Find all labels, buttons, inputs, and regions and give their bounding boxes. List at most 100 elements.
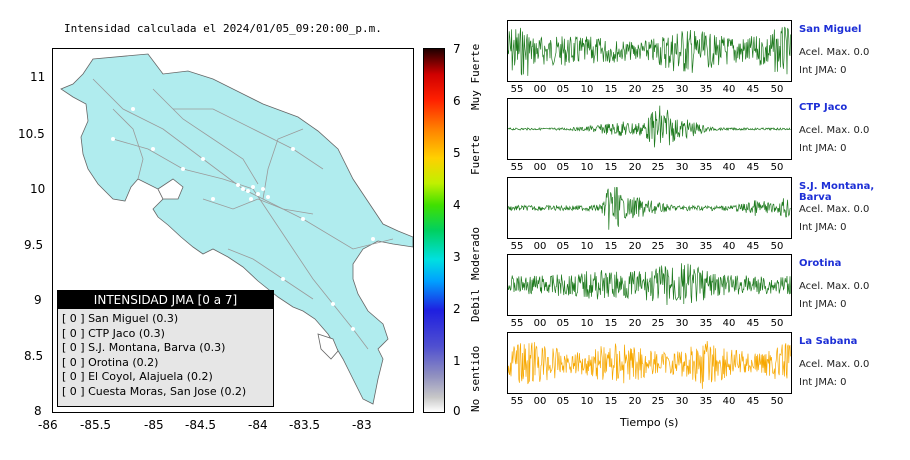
- waveform-panel[interactable]: [507, 332, 792, 394]
- station-max-accel: Acel. Max. 0.0: [799, 204, 870, 215]
- colorbar-label: Moderado: [469, 227, 482, 280]
- waveform-panel[interactable]: [507, 20, 792, 82]
- time-axis: 55 00 05 10 15 20 25 30 35 40 45 50: [507, 162, 790, 174]
- time-tick: 50: [770, 396, 784, 407]
- waveform-panel[interactable]: [507, 98, 792, 160]
- time-axis: 55 00 05 10 15 20 25 30 35 40 45 50: [507, 318, 790, 330]
- waveform-panel[interactable]: [507, 254, 792, 316]
- legend-item: [ 0 ] El Coyol, Alajuela (0.2): [62, 370, 213, 383]
- time-tick: 40: [722, 84, 736, 95]
- time-tick: 30: [675, 318, 689, 329]
- waveform-panel[interactable]: [507, 177, 792, 239]
- country-shape: [60, 53, 413, 405]
- lon-tick: -85: [144, 418, 164, 432]
- colorbar-label: Muy Fuerte: [469, 43, 482, 110]
- time-tick: 15: [604, 162, 618, 173]
- time-tick: 10: [580, 318, 594, 329]
- station-max-accel: Acel. Max. 0.0: [799, 281, 870, 292]
- time-axis: 55 00 05 10 15 20 25 30 35 40 45 50: [507, 396, 790, 408]
- time-tick: 10: [580, 241, 594, 252]
- time-tick: 30: [675, 84, 689, 95]
- waveform-trace: [508, 340, 791, 389]
- time-tick: 50: [770, 84, 784, 95]
- time-tick: 20: [628, 162, 642, 173]
- time-tick: 25: [651, 241, 665, 252]
- time-tick: 45: [746, 318, 760, 329]
- x-axis-label: Tiempo (s): [620, 416, 679, 429]
- intensity-colorbar: [423, 48, 445, 413]
- intensity-legend: INTENSIDAD JMA [0 a 7] [ 0 ] San Miguel …: [57, 290, 274, 407]
- time-tick: 35: [699, 84, 713, 95]
- nicoya-gulf: [157, 178, 184, 200]
- lon-tick: -83.5: [289, 418, 321, 432]
- time-axis: 55 00 05 10 15 20 25 30 35 40 45 50: [507, 84, 790, 96]
- station-jma-intensity: Int JMA: 0: [799, 222, 847, 233]
- time-tick: 30: [675, 241, 689, 252]
- time-tick: 20: [628, 396, 642, 407]
- time-tick: 40: [722, 396, 736, 407]
- time-tick: 50: [770, 241, 784, 252]
- time-tick: 55: [510, 84, 524, 95]
- colorbar-tick: 7: [453, 42, 461, 56]
- time-tick: 45: [746, 84, 760, 95]
- time-tick: 05: [556, 162, 570, 173]
- time-tick: 20: [628, 84, 642, 95]
- colorbar-tick: 1: [453, 354, 461, 368]
- time-tick: 10: [580, 84, 594, 95]
- time-tick: 00: [533, 84, 547, 95]
- time-tick: 50: [770, 318, 784, 329]
- time-tick: 45: [746, 162, 760, 173]
- waveform-trace: [508, 26, 791, 76]
- station-name[interactable]: Orotina: [799, 258, 842, 269]
- station-max-accel: Acel. Max. 0.0: [799, 125, 870, 136]
- time-tick: 30: [675, 162, 689, 173]
- legend-title: INTENSIDAD JMA [0 a 7]: [58, 291, 273, 309]
- station-max-accel: Acel. Max. 0.0: [799, 359, 870, 370]
- legend-item: [ 0 ] Cuesta Moras, San Jose (0.2): [62, 384, 247, 398]
- time-tick: 45: [746, 241, 760, 252]
- time-tick: 20: [628, 318, 642, 329]
- time-tick: 05: [556, 318, 570, 329]
- lat-tick: 10.5: [18, 127, 45, 141]
- time-axis: 55 00 05 10 15 20 25 30 35 40 45 50: [507, 241, 790, 253]
- time-tick: 05: [556, 396, 570, 407]
- time-tick: 25: [651, 84, 665, 95]
- time-tick: 15: [604, 318, 618, 329]
- time-tick: 45: [746, 396, 760, 407]
- legend-item: [ 0 ] CTP Jaco (0.3): [62, 326, 165, 340]
- lat-tick: 10: [30, 182, 46, 196]
- time-tick: 00: [533, 318, 547, 329]
- city-markers: [111, 107, 375, 331]
- time-tick: 00: [533, 162, 547, 173]
- time-tick: 35: [699, 241, 713, 252]
- station-jma-intensity: Int JMA: 0: [799, 377, 847, 388]
- time-tick: 00: [533, 396, 547, 407]
- lat-tick: 9.5: [24, 238, 44, 252]
- waveform-trace: [508, 186, 791, 230]
- time-tick: 50: [770, 162, 784, 173]
- lat-tick: 8: [34, 404, 42, 418]
- time-tick: 40: [722, 162, 736, 173]
- colorbar-label: Fuerte: [469, 135, 482, 175]
- osa-peninsula: [317, 333, 339, 360]
- colorbar-label: No sentido: [469, 345, 482, 412]
- lat-tick: 9: [34, 293, 42, 307]
- time-tick: 05: [556, 84, 570, 95]
- station-name[interactable]: San Miguel: [799, 24, 862, 35]
- time-tick: 40: [722, 318, 736, 329]
- lon-tick: -85.5: [80, 418, 112, 432]
- station-name[interactable]: La Sabana: [799, 336, 858, 347]
- legend-item: [ 0 ] Orotina (0.2): [62, 355, 159, 369]
- lat-tick: 11: [30, 70, 46, 84]
- time-tick: 55: [510, 318, 524, 329]
- time-tick: 15: [604, 241, 618, 252]
- costa-rica-map: [60, 53, 413, 405]
- station-name[interactable]: CTP Jaco: [799, 102, 848, 113]
- time-tick: 55: [510, 162, 524, 173]
- legend-item: [ 0 ] San Miguel (0.3): [62, 312, 179, 325]
- station-name[interactable]: S.J. Montana, Barva: [799, 181, 875, 203]
- time-tick: 05: [556, 241, 570, 252]
- station-jma-intensity: Int JMA: 0: [799, 299, 847, 310]
- colorbar-tick: 2: [453, 302, 461, 316]
- lon-tick: -84: [248, 418, 268, 432]
